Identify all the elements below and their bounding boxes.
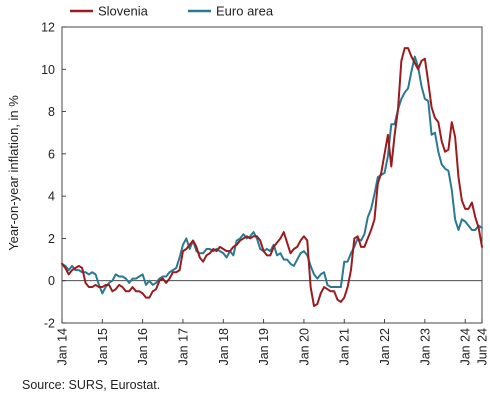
y-tick-label: -2	[44, 317, 55, 331]
x-tick-label: Jan 23	[418, 328, 432, 366]
y-tick-label: 0	[48, 274, 55, 288]
y-tick-label: 8	[48, 105, 55, 119]
plot-frame	[61, 26, 483, 324]
x-tick-label: Jan 22	[378, 328, 392, 366]
x-tick-label: Jan 14	[56, 328, 70, 366]
source-note: Source: SURS, Eurostat.	[22, 378, 161, 392]
y-tick-label: 4	[48, 190, 55, 204]
x-tick-label: Jan 16	[136, 328, 150, 366]
y-axis: -2 0 2 4 6 8 10 12	[41, 21, 66, 331]
x-tick-label: Jan 24	[459, 328, 473, 366]
series-lines	[61, 47, 483, 308]
x-tick-label: Jan 21	[338, 328, 352, 366]
y-axis-title: Year-on-year inflation, in %	[6, 95, 21, 251]
y-tick-label: 6	[48, 147, 55, 161]
legend: Slovenia Euro area	[70, 4, 274, 19]
x-tick-label: Jan 20	[297, 328, 311, 366]
y-tick-label: 12	[41, 21, 55, 35]
series-line-euro-area	[61, 55, 483, 295]
x-tick-label: Jun 24	[476, 328, 490, 366]
series-line-slovenia	[61, 47, 483, 308]
x-tick-label: Jan 18	[217, 328, 231, 366]
x-tick-label: Jan 19	[257, 328, 271, 366]
x-tick-label: Jan 15	[96, 328, 110, 366]
x-tick-label: Jan 17	[176, 328, 190, 366]
x-axis: Jan 14 Jan 15 Jan 16 Jan 17 Jan 18 Jan 19 Jan …	[56, 319, 490, 366]
y-tick-label: 10	[41, 63, 55, 77]
legend-label: Euro area	[216, 4, 274, 19]
y-tick-label: 2	[48, 232, 55, 246]
y-axis-title-group: Year-on-year inflation, in %	[6, 95, 21, 251]
legend-label: Slovenia	[98, 4, 149, 19]
